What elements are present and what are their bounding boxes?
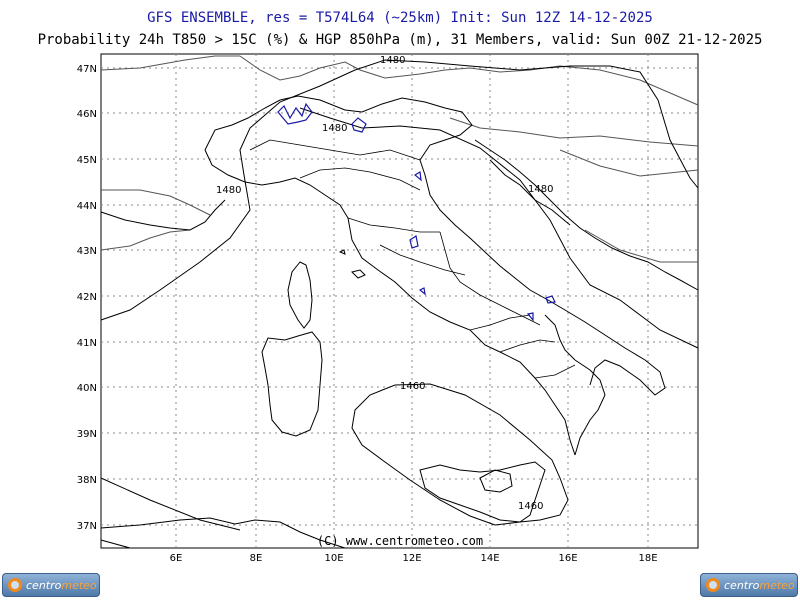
logo-text-b: meteo [61, 578, 97, 592]
centrometeo-logo-left[interactable]: centrometeo [2, 573, 100, 597]
country-borders [100, 55, 699, 263]
logo-text-a: centro [26, 578, 62, 592]
contour-label-1460-center: 1460 [400, 381, 425, 392]
lat-label: 44N [77, 201, 97, 212]
lon-label: 8E [250, 553, 263, 564]
lon-label: 12E [402, 553, 421, 564]
lon-label: 10E [324, 553, 343, 564]
lat-label: 38N [77, 475, 97, 486]
lon-label: 16E [558, 553, 577, 564]
lat-label: 39N [77, 429, 97, 440]
lat-label: 37N [77, 521, 97, 532]
contour-label-1460-south: 1460 [518, 501, 543, 512]
regional-borders [249, 139, 576, 379]
lat-label: 43N [77, 246, 97, 257]
map-frame [100, 53, 699, 549]
logo-text: centrometeo [724, 579, 795, 592]
centrometeo-logo-icon [8, 578, 22, 592]
lat-label: 46N [77, 109, 97, 120]
chart-title-line-1: GFS ENSEMBLE, res = T574L64 (~25km) Init… [147, 10, 653, 26]
lon-label: 6E [170, 553, 183, 564]
logo-text: centrometeo [26, 579, 97, 592]
centrometeo-logo-right[interactable]: centrometeo [700, 573, 798, 597]
lat-label: 45N [77, 155, 97, 166]
lat-label: 40N [77, 383, 97, 394]
logo-text-b: meteo [759, 578, 795, 592]
lon-label: 14E [480, 553, 499, 564]
coastlines [100, 95, 699, 549]
hgp-contours [100, 59, 699, 531]
contour-label-1480-po-valley: 1480 [322, 123, 347, 134]
lat-label: 47N [77, 64, 97, 75]
probability-contours [277, 102, 556, 322]
graticule [101, 54, 698, 548]
centrometeo-logo-icon [706, 578, 720, 592]
latitude-labels: 47N 46N 45N 44N 43N 42N 41N 40N 39N 38N … [77, 64, 97, 532]
longitude-labels: 6E 8E 10E 12E 14E 16E 18E [170, 553, 658, 564]
copyright-text: (C) www.centrometeo.com [317, 534, 483, 548]
logo-text-a: centro [724, 578, 760, 592]
chart-title-line-2: Probability 24h T850 > 15C (%) & HGP 850… [37, 32, 763, 48]
lat-label: 41N [77, 338, 97, 349]
contour-label-1480-west: 1480 [216, 185, 241, 196]
contour-label-1480-north: 1480 [380, 55, 405, 66]
contour-label-1480-east: 1480 [528, 184, 553, 195]
lat-label: 42N [77, 292, 97, 303]
lon-label: 18E [638, 553, 657, 564]
